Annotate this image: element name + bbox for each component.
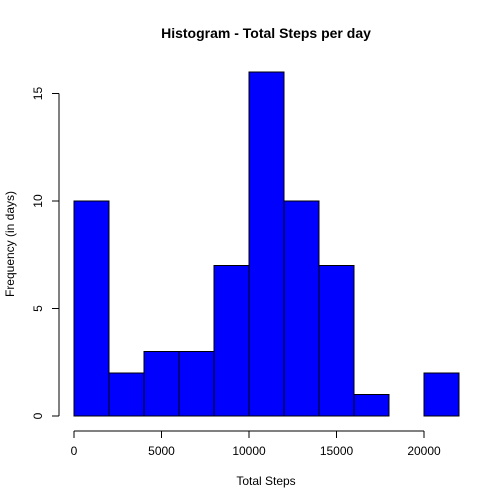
x-axis: 0 5000 10000 15000 20000 [71, 430, 441, 458]
y-axis: 0 5 10 15 [31, 87, 60, 419]
y-tick-label: 5 [31, 305, 45, 312]
histogram-bar [318, 265, 355, 417]
chart-title: Histogram - Total Steps per day [161, 25, 371, 41]
histogram-bar [213, 265, 250, 417]
x-tick-label: 5000 [148, 444, 175, 458]
histogram-bar [423, 372, 460, 417]
y-axis-label: Frequency (in days) [3, 191, 17, 297]
x-tick-label: 20000 [407, 444, 441, 458]
histogram-bar [353, 394, 390, 417]
x-tick-label: 10000 [232, 444, 266, 458]
bars-group [73, 71, 460, 417]
histogram-bar [143, 351, 180, 417]
histogram-bar [108, 372, 145, 417]
histogram-bar [283, 200, 320, 417]
histogram-bar [248, 71, 285, 417]
y-tick-label: 10 [31, 194, 45, 208]
histogram-bar [73, 200, 110, 417]
y-tick-label: 0 [31, 412, 45, 419]
x-axis-label: Total Steps [236, 474, 295, 488]
x-tick-label: 0 [71, 444, 78, 458]
y-tick-label: 15 [31, 87, 45, 101]
histogram-bar [178, 351, 215, 417]
x-tick-label: 15000 [320, 444, 354, 458]
